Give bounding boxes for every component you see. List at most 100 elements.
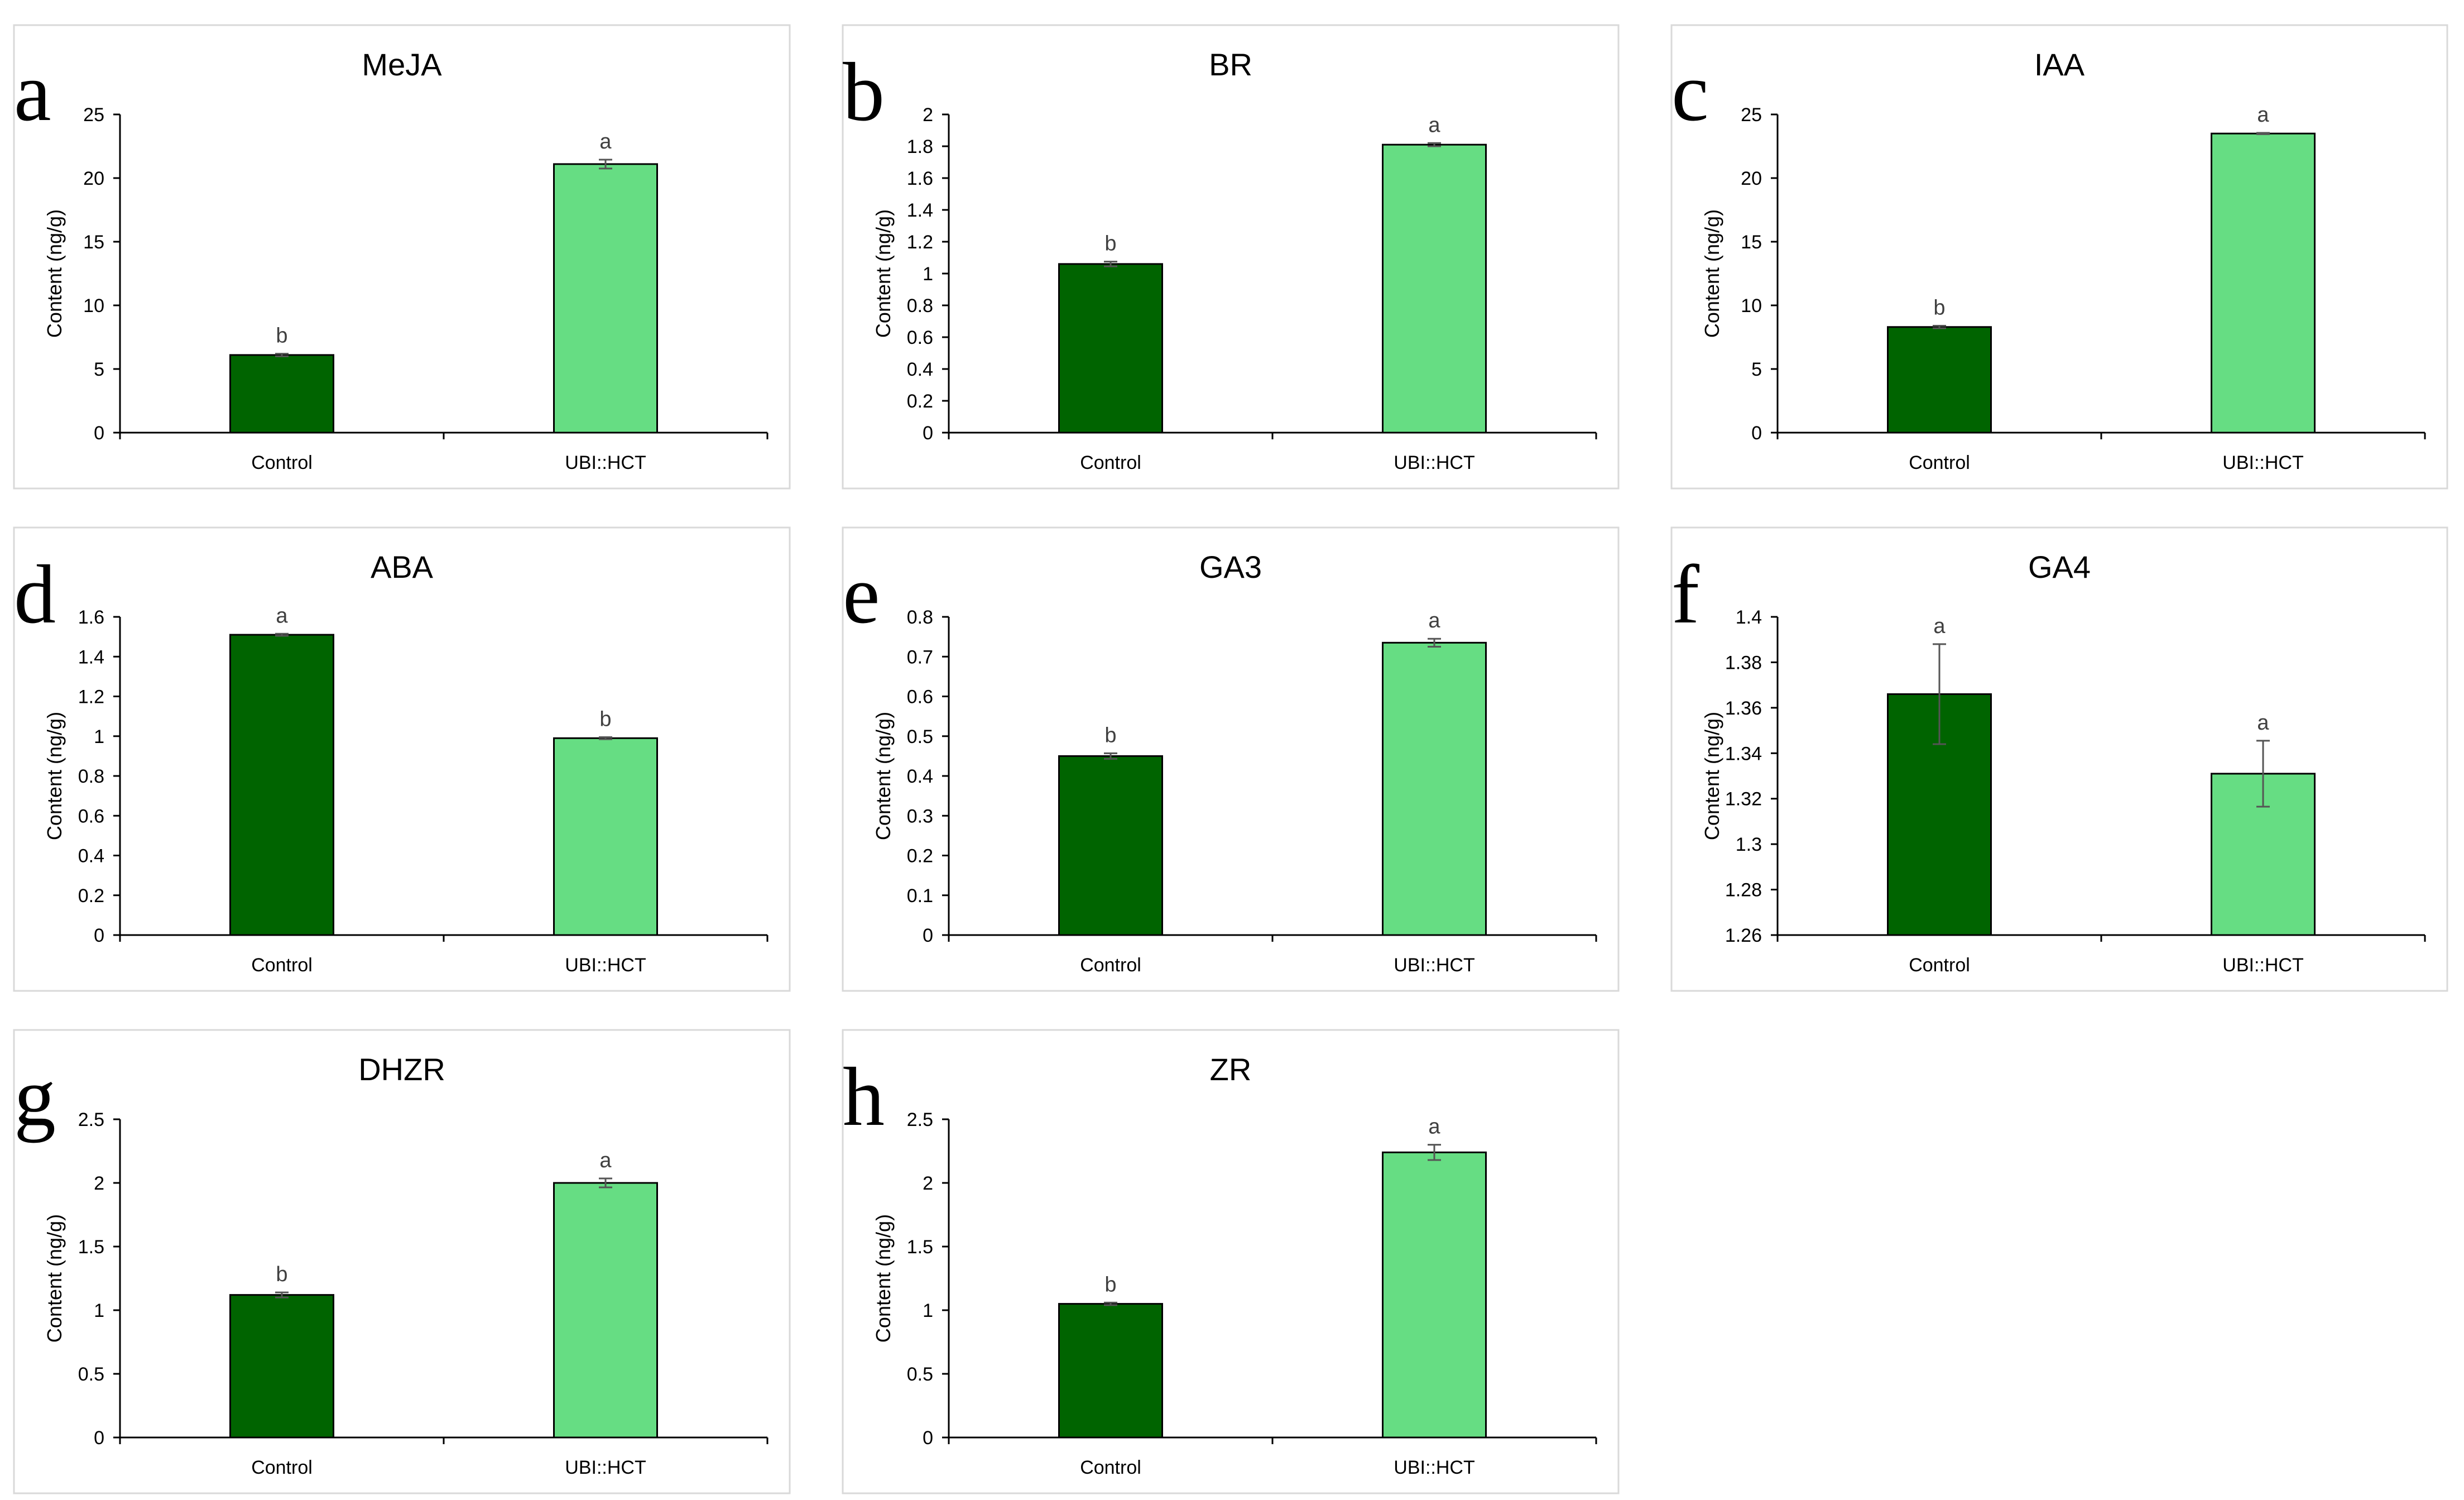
chart-title: DHZR bbox=[358, 1052, 445, 1087]
x-category-label: Control bbox=[1909, 955, 1970, 976]
panel-letter: e bbox=[843, 548, 880, 641]
error-bar bbox=[1428, 1144, 1441, 1161]
chart-panel-g: g DHZR Content (ng/g) 0 0.5 1 1.5 2 2.5 b Control a… bbox=[13, 1029, 791, 1494]
y-axis-label: Content (ng/g) bbox=[1701, 209, 1723, 338]
significance-label: a bbox=[1428, 1115, 1440, 1139]
panel-letter: g bbox=[14, 1051, 56, 1143]
x-category-label: UBI::HCT bbox=[1394, 955, 1474, 976]
chart-panel-h: h ZR Content (ng/g) 0 0.5 1 1.5 2 2.5 b Control a UB… bbox=[842, 1029, 1620, 1494]
x-category-label: Control bbox=[1080, 1457, 1141, 1478]
significance-label: a bbox=[1428, 113, 1440, 137]
x-category-label: Control bbox=[1080, 452, 1141, 473]
y-tick-label: 0 bbox=[94, 1427, 104, 1449]
x-category-label: Control bbox=[1909, 452, 1970, 473]
y-tick-label: 0.3 bbox=[907, 806, 933, 827]
y-axis-label: Content (ng/g) bbox=[872, 209, 895, 338]
y-tick-label: 0.7 bbox=[907, 646, 933, 668]
chart-title: GA3 bbox=[1199, 549, 1262, 584]
x-category-label: Control bbox=[251, 955, 313, 976]
y-tick-label: 0 bbox=[94, 423, 104, 444]
y-tick-label: 0.4 bbox=[907, 359, 933, 380]
error-bar bbox=[599, 159, 612, 170]
error-bar bbox=[275, 632, 289, 637]
y-tick-label: 1 bbox=[94, 1300, 104, 1321]
y-tick-label: 0.5 bbox=[907, 726, 933, 747]
y-tick-label: 2 bbox=[94, 1173, 104, 1194]
bar-control bbox=[229, 354, 334, 434]
y-tick-label: 1.4 bbox=[1736, 607, 1762, 628]
significance-label: a bbox=[2257, 711, 2269, 735]
y-axis-label: Content (ng/g) bbox=[43, 209, 66, 338]
significance-label: b bbox=[276, 1263, 287, 1286]
significance-label: b bbox=[1933, 296, 1945, 319]
significance-label: a bbox=[276, 604, 288, 627]
panel-letter: h bbox=[843, 1051, 885, 1143]
error-bar bbox=[1933, 643, 1946, 745]
y-tick-label: 2.5 bbox=[78, 1109, 104, 1130]
y-tick-label: 1.4 bbox=[907, 200, 933, 221]
panel-frame bbox=[1670, 24, 2448, 490]
y-tick-label: 1.5 bbox=[78, 1237, 104, 1258]
y-tick-label: 0.4 bbox=[78, 846, 104, 867]
x-category-label: Control bbox=[1080, 955, 1141, 976]
bar-control bbox=[1058, 263, 1163, 434]
significance-label: a bbox=[1933, 615, 1946, 638]
bar-ubi-hct bbox=[553, 1182, 658, 1439]
chart-title: GA4 bbox=[2028, 549, 2091, 584]
x-category-label: UBI::HCT bbox=[565, 1457, 646, 1478]
x-category-label: UBI::HCT bbox=[1394, 1457, 1474, 1478]
bar-ubi-hct bbox=[2211, 132, 2316, 434]
panel-frame bbox=[13, 1029, 791, 1494]
y-tick-label: 1.28 bbox=[1725, 880, 1762, 901]
chart-panel-d: d ABA Content (ng/g) 0 0.2 0.4 0.6 0.8 1 1.2 1.4 1.… bbox=[13, 526, 791, 992]
y-tick-label: 1.3 bbox=[1736, 834, 1762, 855]
y-tick-label: 0.6 bbox=[78, 806, 104, 827]
panel-letter: f bbox=[1672, 548, 1699, 641]
y-axis-label: Content (ng/g) bbox=[1701, 712, 1723, 840]
error-bar bbox=[275, 1291, 289, 1298]
chart-panel-e: e GA3 Content (ng/g) 0 0.1 0.2 0.3 0.4 0.5 0.6 0.7… bbox=[842, 526, 1620, 992]
bar-control bbox=[229, 1294, 334, 1439]
y-tick-label: 1.6 bbox=[907, 168, 933, 189]
y-tick-label: 0.6 bbox=[907, 687, 933, 708]
y-tick-label: 25 bbox=[1741, 104, 1762, 126]
y-tick-label: 0.1 bbox=[907, 885, 933, 907]
y-tick-label: 2.5 bbox=[907, 1109, 933, 1130]
chart-title: BR bbox=[1209, 47, 1252, 82]
panel-frame bbox=[13, 24, 791, 490]
y-tick-label: 1 bbox=[94, 726, 104, 747]
bar-ubi-hct bbox=[1382, 641, 1487, 936]
y-tick-label: 0.2 bbox=[907, 391, 933, 412]
y-tick-label: 0 bbox=[923, 1427, 933, 1449]
y-tick-label: 0.8 bbox=[907, 607, 933, 628]
y-axis-label: Content (ng/g) bbox=[43, 1214, 66, 1343]
x-category-label: Control bbox=[251, 452, 313, 473]
chart-title: ZR bbox=[1210, 1052, 1252, 1087]
y-tick-label: 0.4 bbox=[907, 766, 933, 787]
significance-label: b bbox=[276, 324, 287, 348]
chart-panel-f: f GA4 Content (ng/g) 1.26 1.28 1.3 1.32 1.34 1.3… bbox=[1670, 526, 2448, 992]
error-bar bbox=[1933, 324, 1946, 329]
x-category-label: UBI::HCT bbox=[1394, 452, 1474, 473]
y-axis-label: Content (ng/g) bbox=[43, 712, 66, 840]
chart-panel-a: a MeJA Content (ng/g) 0 5 10 15 20 25 b Control a UB… bbox=[13, 24, 791, 490]
y-tick-label: 5 bbox=[94, 359, 104, 380]
significance-label: a bbox=[599, 1149, 612, 1172]
y-tick-label: 15 bbox=[83, 232, 104, 253]
chart-title: IAA bbox=[2034, 47, 2085, 82]
error-bar bbox=[275, 353, 289, 357]
y-tick-label: 0.8 bbox=[78, 766, 104, 787]
error-bar bbox=[1104, 1301, 1117, 1306]
y-tick-label: 1.2 bbox=[78, 687, 104, 708]
chart-panel-c: c IAA Content (ng/g) 0 5 10 15 20 25 b Control a UBI… bbox=[1670, 24, 2448, 490]
bar-ubi-hct bbox=[1382, 143, 1487, 434]
y-tick-label: 0 bbox=[923, 925, 933, 946]
y-tick-label: 1.34 bbox=[1725, 743, 1762, 764]
significance-label: b bbox=[1104, 1273, 1116, 1296]
x-category-label: Control bbox=[251, 1457, 313, 1478]
y-tick-label: 20 bbox=[1741, 168, 1762, 189]
y-tick-label: 1.4 bbox=[78, 646, 104, 668]
y-tick-label: 0.6 bbox=[907, 327, 933, 348]
error-bar bbox=[599, 1177, 612, 1189]
y-tick-label: 1.6 bbox=[78, 607, 104, 628]
